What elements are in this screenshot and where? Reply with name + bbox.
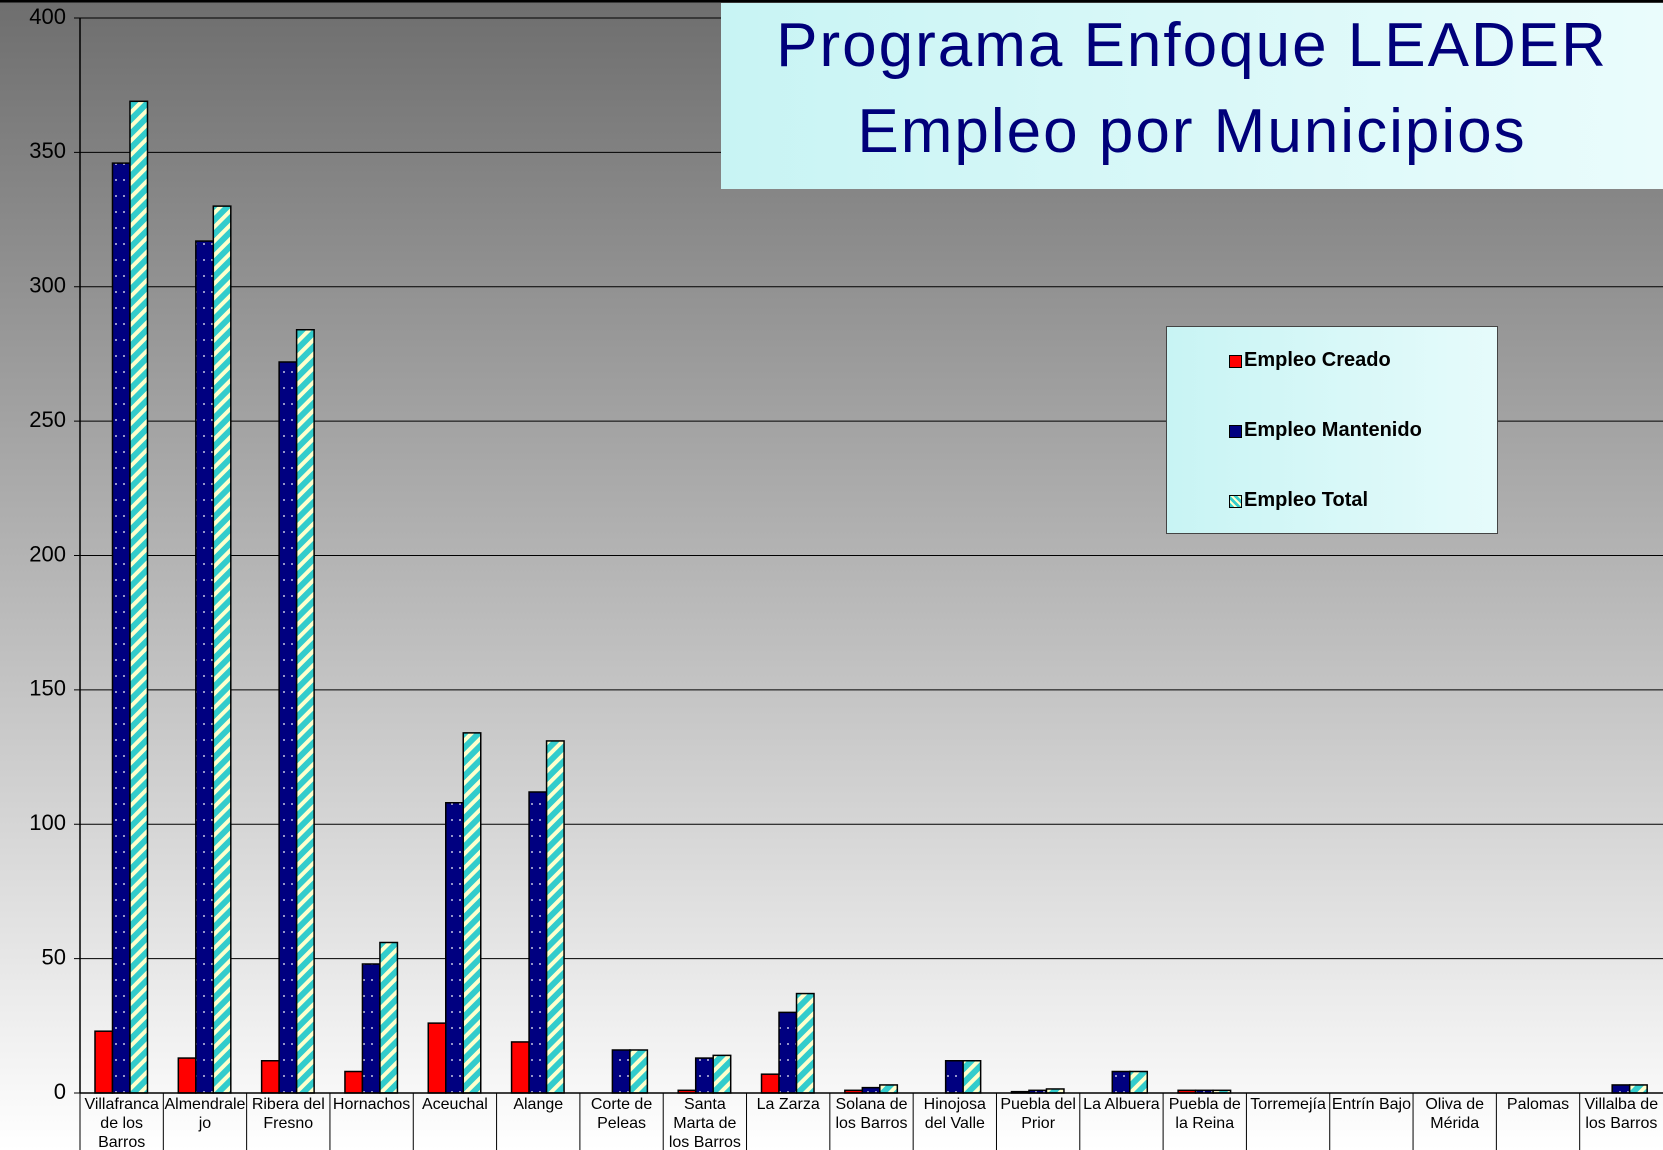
title-box: Programa Enfoque LEADER Empleo por Munic…: [721, 3, 1663, 189]
bar: [129, 100, 149, 1094]
x-tick-label: Oliva de Mérida: [1425, 1096, 1485, 1132]
x-tick-label: Palomas: [1506, 1096, 1570, 1113]
bar: [545, 740, 565, 1094]
y-tick-label: 150: [29, 676, 66, 701]
legend-label: Empleo Mantenido: [1244, 419, 1422, 441]
bar: [344, 1070, 364, 1094]
bar: [611, 1049, 631, 1094]
bar: [760, 1073, 780, 1094]
bar: [177, 1057, 197, 1094]
bar: [712, 1054, 732, 1094]
x-tick-label: Aceuchal: [421, 1096, 488, 1113]
legend-label: Empleo Total: [1244, 489, 1369, 511]
x-tick-label: Torremejía: [1250, 1096, 1326, 1113]
x-tick-label: Puebla de la Reina: [1168, 1096, 1241, 1132]
bar: [278, 361, 298, 1094]
y-tick-label: 200: [29, 541, 66, 566]
chart-title: Programa Enfoque LEADER: [776, 11, 1608, 80]
y-tick-label: 250: [29, 407, 66, 432]
legend-label: Empleo Creado: [1244, 349, 1391, 371]
y-tick-label: 300: [29, 273, 66, 298]
x-tick-label: Entrín Bajo: [1331, 1096, 1411, 1113]
bar: [295, 329, 315, 1094]
x-tick-label: Puebla del Prior: [1000, 1096, 1076, 1132]
x-tick-label: Solana de los Barros: [835, 1096, 908, 1132]
bar: [427, 1022, 447, 1094]
x-tick-label: Santa Marta de los Barros: [668, 1096, 741, 1150]
legend-swatch: [1229, 425, 1242, 438]
x-tick-label: La Albuera: [1083, 1096, 1160, 1113]
bar: [260, 1060, 280, 1094]
bar: [1611, 1084, 1631, 1094]
bar: [944, 1060, 964, 1094]
x-tick-label: Villafranca de los Barros: [84, 1096, 159, 1150]
legend: Empleo Creado Empleo Mantenido Empleo Tota…: [1166, 326, 1498, 534]
bar: [795, 992, 815, 1094]
y-tick-label: 350: [29, 138, 66, 163]
x-tick-label: La Zarza: [756, 1096, 820, 1113]
bar: [462, 732, 482, 1094]
y-tick-label: 100: [29, 810, 66, 835]
y-tick-label: 50: [42, 944, 66, 969]
bar: [1628, 1084, 1648, 1094]
legend-swatch: [1229, 495, 1242, 508]
bar: [962, 1060, 982, 1094]
bar: [629, 1049, 649, 1094]
x-tick-label: Villalba de los Barros: [1584, 1096, 1659, 1132]
x-tick-label: Corte de Peleas: [590, 1096, 653, 1132]
x-tick-label: Hinojosa del Valle: [923, 1096, 986, 1132]
legend-swatch: [1229, 355, 1242, 368]
bar: [361, 963, 381, 1094]
bar: [94, 1030, 114, 1094]
chart-subtitle: Empleo por Municipios: [857, 97, 1527, 166]
bar: [445, 802, 465, 1094]
bar: [379, 941, 399, 1094]
bar: [111, 162, 131, 1094]
bar: [879, 1084, 899, 1094]
x-tick-label: Alange: [513, 1096, 564, 1113]
bar: [510, 1041, 530, 1094]
y-tick-label: 400: [29, 4, 66, 29]
bar: [212, 205, 232, 1094]
bar: [694, 1057, 714, 1094]
bar: [528, 791, 548, 1094]
y-tick-label: 0: [54, 1079, 66, 1104]
bar: [1111, 1070, 1131, 1094]
x-tick-label: Ribera del Fresno: [251, 1096, 325, 1132]
bar: [195, 240, 215, 1094]
bar: [1129, 1070, 1149, 1094]
x-tick-label: Hornachos: [332, 1096, 411, 1113]
bar: [861, 1086, 881, 1094]
bar: [778, 1011, 798, 1094]
x-tick-label: Almendralejo: [164, 1096, 246, 1132]
